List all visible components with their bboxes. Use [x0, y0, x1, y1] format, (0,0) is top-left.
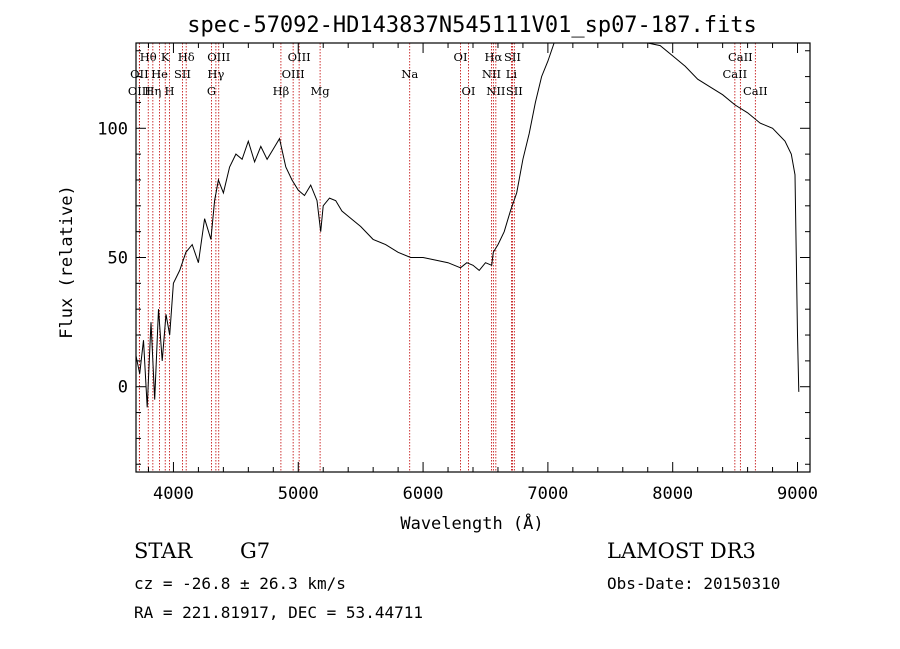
- spectral-line-label: OI: [454, 50, 468, 64]
- spectral-line-label: Li: [506, 67, 518, 81]
- spectral-line-label: Mg: [311, 84, 331, 98]
- spectral-line-label: NII: [482, 67, 501, 81]
- spectral-line-label: Na: [401, 67, 418, 81]
- y-axis-ticks: 0 50 100: [97, 50, 810, 465]
- spectral-line-label: SII: [174, 67, 191, 81]
- x-tick-label: 6000: [403, 484, 444, 504]
- survey-name: LAMOST DR3: [607, 539, 756, 563]
- y-axis-label: Flux (relative): [57, 185, 77, 339]
- spectral-line-label: NII: [486, 84, 505, 98]
- coordinates: RA = 221.81917, DEC = 53.44711: [134, 603, 423, 622]
- spectral-line-label: Hα: [484, 50, 502, 64]
- spectral-line-label: SII: [506, 84, 523, 98]
- spectral-line-label: Hδ: [178, 50, 195, 64]
- spectral-line-label: OIII: [288, 50, 311, 64]
- subclass: G7: [240, 539, 271, 563]
- spectral-line-label: CaII: [722, 67, 747, 81]
- x-tick-label: 5000: [278, 484, 319, 504]
- spectral-line-label: SII: [504, 50, 521, 64]
- spectral-line-label: G: [207, 84, 216, 98]
- spectral-line-label: Hη: [144, 84, 161, 98]
- spectral-line-label: K: [161, 50, 170, 64]
- x-axis-label: Wavelength (Å): [400, 512, 543, 534]
- x-axis-ticks: 4000 5000 6000 7000 8000 9000: [147, 43, 818, 504]
- spectral-line-label: OII: [130, 67, 149, 81]
- x-tick-label: 9000: [777, 484, 818, 504]
- spectral-line-label: Hβ: [273, 84, 290, 98]
- y-tick-label: 50: [108, 249, 128, 269]
- spectral-line-label: CaII: [743, 84, 768, 98]
- y-tick-label: 100: [97, 119, 128, 139]
- redshift-cz: cz = -26.8 ± 26.3 km/s: [134, 574, 346, 593]
- spectral-line-markers: [138, 43, 756, 472]
- spectral-line-label: OIII: [282, 67, 305, 81]
- y-tick-label: 0: [118, 378, 128, 398]
- spectral-line-label: He: [151, 67, 168, 81]
- obs-date: Obs-Date: 20150310: [607, 574, 781, 593]
- x-tick-label: 4000: [153, 484, 194, 504]
- spectral-line-label: Hγ: [207, 67, 224, 81]
- x-tick-label: 8000: [652, 484, 693, 504]
- x-tick-label: 7000: [527, 484, 568, 504]
- spectral-line-label: OI: [462, 84, 476, 98]
- spectral-line-label: H: [165, 84, 175, 98]
- chart-title: spec-57092-HD143837N545111V01_sp07-187.f…: [187, 13, 757, 38]
- spectral-line-label: Hθ: [140, 50, 157, 64]
- spectral-line-label: OIII: [128, 84, 151, 98]
- spectral-line-label: CaII: [728, 50, 753, 64]
- plot-frame: [135, 42, 811, 473]
- object-class: STAR: [134, 539, 193, 563]
- spectral-line-label: OIII: [207, 50, 230, 64]
